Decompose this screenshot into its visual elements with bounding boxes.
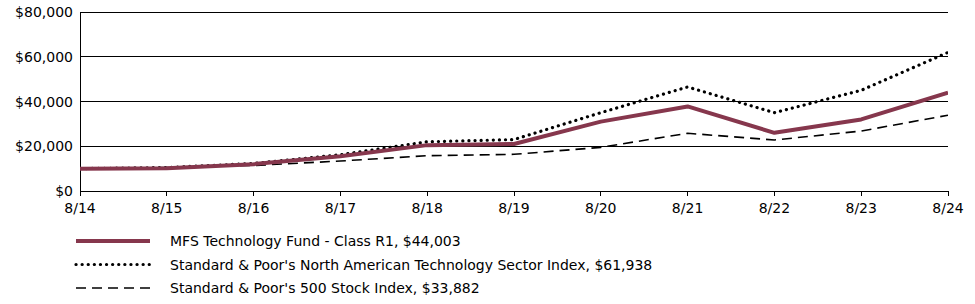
legend-swatch [76,287,150,289]
x-tick-label: 8/23 [845,200,876,216]
grid-line [80,56,948,57]
x-tick [948,191,949,196]
plot-area [80,52,948,168]
grid-line [80,12,948,13]
x-tick-label: 8/21 [672,200,703,216]
x-tick-label: 8/24 [932,200,964,216]
x-tick-label: 8/22 [759,200,790,216]
legend-label: Standard & Poor's 500 Stock Index, $33,8… [170,280,480,296]
chart-svg: $0 $20,000 $40,000 $60,000 $80,000 8/14 8/15 8/… [0,0,975,304]
x-tick-label: 8/14 [64,200,96,216]
x-tick [514,191,515,196]
x-tick-label: 8/17 [325,200,356,216]
series-line [80,52,948,168]
legend-label: Standard & Poor's North American Technol… [170,257,652,273]
x-tick-label: 8/20 [585,200,616,216]
series-line [80,115,948,168]
x-tick [166,191,167,196]
legend-swatch [76,239,150,243]
x-tick [340,191,341,196]
chart-container: $0 $20,000 $40,000 $60,000 $80,000 8/14 8/15 8/… [0,0,975,304]
x-tick [427,191,428,196]
x-tick [253,191,254,196]
x-tick-label: 8/18 [411,200,442,216]
y-tick-label: $20,000 [15,138,73,154]
y-tick-label: $80,000 [15,4,73,20]
series-line [80,93,948,169]
y-tick-label: $40,000 [15,94,73,110]
y-axis [80,12,81,191]
x-tick [600,191,601,196]
x-tick-label: 8/19 [498,200,529,216]
x-tick [861,191,862,196]
x-tick [80,191,81,196]
legend-label: MFS Technology Fund - Class R1, $44,003 [170,233,461,249]
y-tick-label: $0 [55,183,73,199]
legend-swatch [76,263,150,266]
x-tick-label: 8/15 [151,200,182,216]
y-tick-label: $60,000 [15,49,73,65]
x-tick [687,191,688,196]
x-tick-label: 8/16 [238,200,270,216]
x-tick [774,191,775,196]
grid-line [80,101,948,102]
